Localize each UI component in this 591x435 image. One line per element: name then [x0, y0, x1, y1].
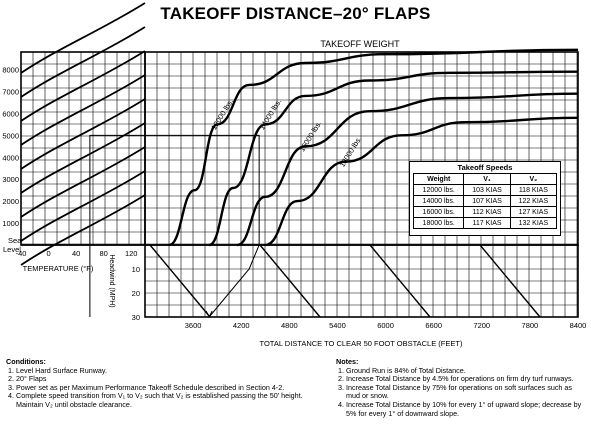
speeds-cell: 112 KIAS — [463, 206, 511, 218]
distance-tick-label: 8400 — [570, 321, 587, 330]
table-row: 12000 lbs. 103 KIAS 118 KIAS — [412, 184, 558, 196]
takeoff-speeds-table: Takeoff Speeds Weight V₁ V₂ 12000 lbs. 1… — [409, 161, 561, 236]
temperature-panel-frame — [20, 51, 146, 246]
speeds-cell: 127 KIAS — [509, 206, 558, 218]
distance-tick-label: 4200 — [233, 321, 250, 330]
temperature-guide-line — [20, 170, 146, 242]
altitude-tick-label: Sea — [8, 236, 22, 245]
speeds-cell: 18000 lbs. — [412, 217, 465, 229]
altitude-tick-label: 2000 — [2, 197, 19, 206]
notes-block: Notes: Ground Run is 84% of Total Distan… — [336, 357, 586, 418]
temperature-guide-line — [20, 122, 146, 194]
altitude-tick-label: 4000 — [2, 153, 19, 162]
speeds-cell: 16000 lbs. — [412, 206, 465, 218]
headwind-axis-label: Headwind (MPH) — [108, 254, 115, 307]
speeds-cell: 103 KIAS — [463, 184, 511, 196]
conditions-block: Conditions: Level Hard Surface Runway. 2… — [6, 357, 306, 410]
note-item: Increase Total Distance by 75% for opera… — [346, 383, 586, 401]
temperature-guide-line — [20, 98, 146, 170]
headwind-tick-label: 30 — [132, 313, 140, 322]
weight-curve-label: 14000 lbs. — [257, 97, 283, 131]
distance-tick-label: 4800 — [281, 321, 298, 330]
temperature-tick-label: 40 — [72, 249, 80, 258]
temperature-tick-label: 120 — [125, 249, 138, 258]
speeds-header-v1: V₁ — [463, 173, 511, 185]
speeds-header-v2: V₂ — [509, 173, 558, 185]
note-item: Increase Total Distance by 10% for every… — [346, 400, 586, 418]
wind-guide-line — [369, 244, 431, 318]
distance-tick-label: 6000 — [377, 321, 394, 330]
example-guide-path — [89, 134, 260, 318]
speeds-cell: 14000 lbs. — [412, 195, 465, 207]
altitude-tick-label: 6000 — [2, 109, 19, 118]
altitude-tick-label: 1000 — [2, 219, 19, 228]
wind-panel-frame — [144, 244, 579, 318]
temperature-axis-label: TEMPERATURE (°F) — [23, 264, 94, 273]
condition-item: Power set as per Maximum Performance Tak… — [16, 383, 306, 393]
note-item: Increase Total Distance by 4.5% for oper… — [346, 375, 586, 384]
takeoff-weight-label: TAKEOFF WEIGHT — [320, 39, 400, 49]
chart-title: TAKEOFF DISTANCE–20° FLAPS — [160, 4, 431, 23]
altitude-tick-label: 5000 — [2, 131, 19, 140]
conditions-header: Conditions: — [6, 357, 46, 366]
weight-curve — [168, 48, 579, 247]
table-row: 14000 lbs. 107 KIAS 122 KIAS — [412, 195, 558, 207]
temperature-tick-label: 80 — [99, 249, 107, 258]
table-row: 18000 lbs. 117 KIAS 132 KIAS — [412, 217, 558, 229]
note-item: Ground Run is 84% of Total Distance. — [346, 366, 586, 376]
wind-guide-line — [149, 244, 211, 318]
altitude-tick-label: 3000 — [2, 175, 19, 184]
speeds-cell: 117 KIAS — [463, 217, 511, 229]
distance-tick-label: 7800 — [522, 321, 539, 330]
arrow-icon — [205, 310, 213, 319]
temperature-guide-line — [20, 146, 146, 218]
weight-curve — [236, 92, 579, 247]
distance-tick-label: 6600 — [425, 321, 442, 330]
temperature-tick-label: 0 — [46, 249, 50, 258]
altitude-tick-label: 8000 — [2, 66, 19, 75]
weight-curve — [264, 116, 579, 247]
distance-tick-label: 3600 — [185, 321, 202, 330]
condition-item: 20° Flaps — [16, 375, 306, 384]
speeds-cell: 122 KIAS — [509, 195, 558, 207]
speeds-header-weight: Weight — [412, 173, 465, 185]
distance-axis-label: TOTAL DISTANCE TO CLEAR 50 FOOT OBSTACLE… — [260, 339, 463, 348]
temperature-guide-line — [20, 2, 146, 74]
notes-header: Notes: — [336, 357, 359, 366]
headwind-tick-label: 20 — [132, 289, 140, 298]
wind-guide-line — [479, 244, 541, 318]
temperature-guide-line — [20, 194, 146, 266]
speeds-table-caption: Takeoff Speeds — [457, 163, 513, 172]
headwind-tick-label: 10 — [132, 265, 140, 274]
distance-tick-label: 7200 — [473, 321, 490, 330]
condition-item: Complete speed transition from V₁ to V₂ … — [16, 392, 306, 409]
speeds-cell: 107 KIAS — [463, 195, 511, 207]
speeds-cell: 12000 lbs. — [412, 184, 465, 196]
speeds-cell: 118 KIAS — [509, 184, 558, 196]
takeoff-distance-chart: 12000 lbs. 14000 lbs.16000 lbs. 18000 lbs.… — [2, 2, 587, 348]
altitude-tick-label: 7000 — [2, 87, 19, 96]
temperature-guide-line — [20, 74, 146, 146]
weight-curve-label: 18000 lbs. — [338, 135, 364, 169]
temperature-guide-line — [20, 50, 146, 122]
temperature-tick-label: -40 — [16, 249, 27, 258]
distance-tick-label: 5400 — [329, 321, 346, 330]
wind-guide-line — [259, 244, 321, 318]
weight-curve — [208, 70, 579, 247]
condition-item: Level Hard Surface Runway. — [16, 366, 306, 376]
weight-curve-label: 12000 lbs. — [209, 97, 235, 131]
temperature-guide-line — [20, 26, 146, 98]
table-row: 16000 lbs. 112 KIAS 127 KIAS — [412, 206, 558, 218]
altitude-tick-label: Level — [3, 245, 21, 254]
speeds-cell: 132 KIAS — [509, 217, 558, 229]
